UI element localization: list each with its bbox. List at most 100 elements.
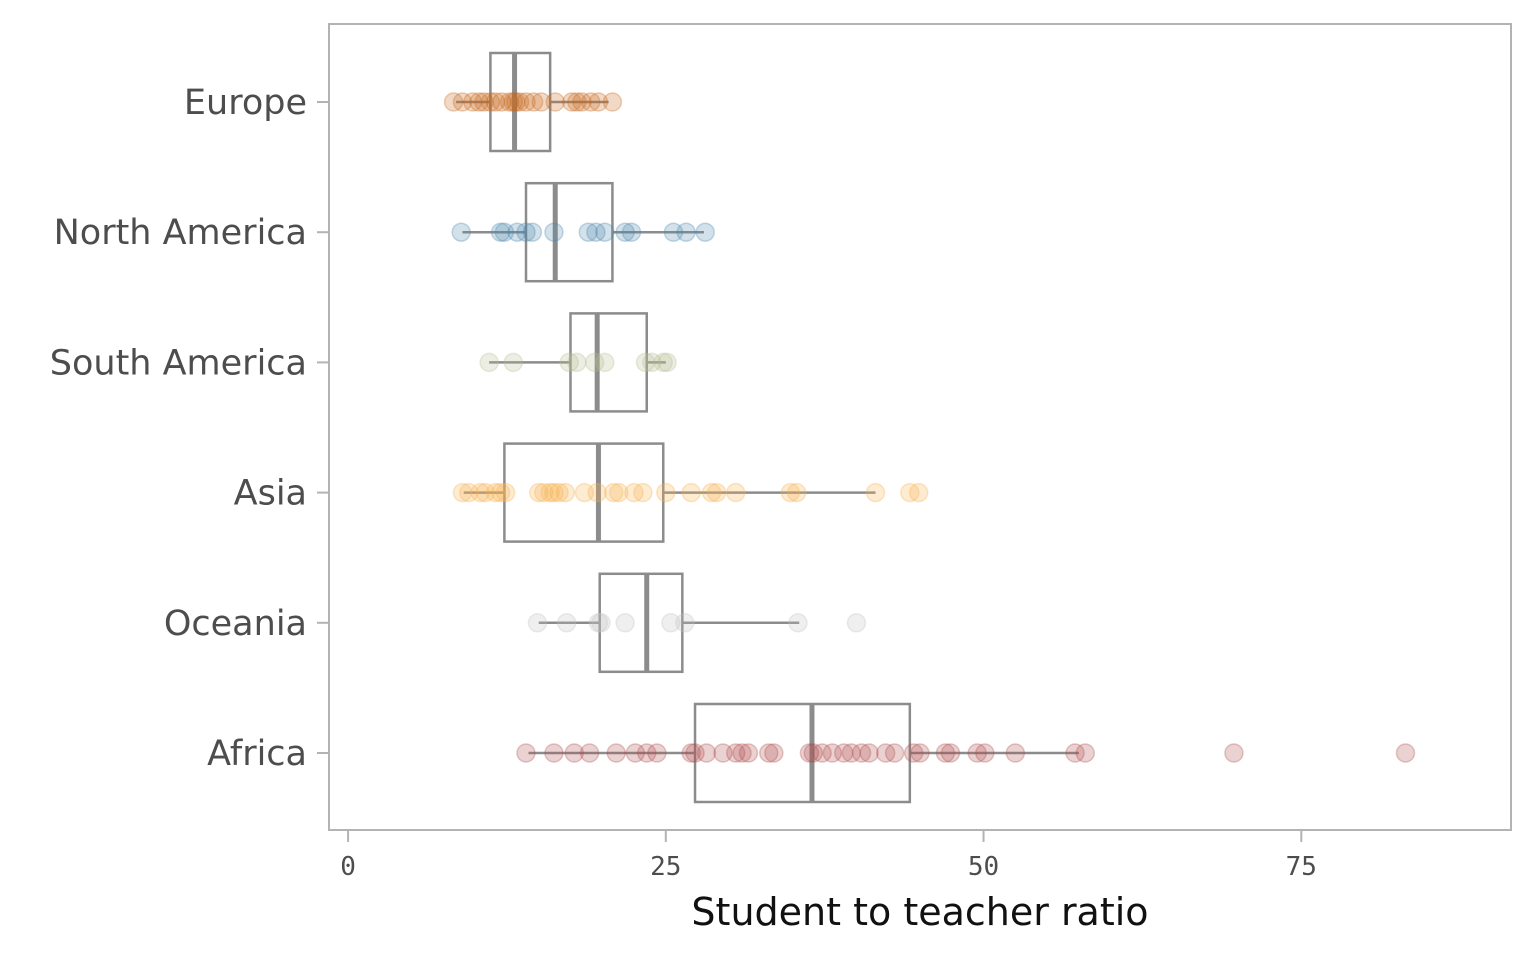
data-point [695,222,715,242]
data-point [522,222,543,242]
data-point [567,352,587,373]
data-point [615,222,635,242]
data-point [544,743,564,763]
series-europe [443,51,623,153]
category-label: Africa [207,734,307,774]
data-point [470,482,490,503]
data-point [884,743,905,763]
data-point [564,743,585,763]
x-tick-label: 50 [968,852,999,882]
data-point [591,613,611,633]
data-point [738,743,759,763]
x-axis-title: Student to teacher ratio [691,890,1148,934]
data-point [661,613,681,633]
data-point [841,743,862,763]
data-point [462,92,483,112]
data-point [615,613,635,633]
data-point [595,352,615,373]
data-point [713,743,733,763]
data-point [657,352,677,373]
data-point [485,92,506,112]
data-point [540,482,560,503]
data-point [479,352,499,373]
data-point [503,92,524,112]
data-point [780,482,801,503]
data-point [788,613,808,633]
series-south-america [479,312,677,413]
data-point [499,92,520,112]
data-point [865,482,886,503]
plot-marks [443,51,1416,804]
data-point [572,92,592,112]
data-point [822,743,843,763]
data-point [940,743,961,763]
data-point [555,482,576,503]
data-point [676,222,696,242]
category-axis: Europe North America South America Asia Ocea… [50,83,329,774]
data-point [706,482,727,503]
data-point [606,743,626,763]
data-point [490,222,511,242]
data-point [534,482,554,503]
data-point [875,743,896,763]
data-point [663,222,684,242]
data-point [900,482,920,503]
data-point [732,743,752,763]
x-axis: 0 25 50 75 [340,830,1317,882]
data-point [803,743,823,763]
data-point [1065,743,1085,763]
box [598,572,684,674]
data-point [587,482,607,503]
data-point [642,352,662,373]
data-point [696,743,717,763]
data-point [935,743,956,763]
data-point [494,222,515,242]
data-point [544,222,564,242]
data-point [588,613,609,633]
data-point [812,743,832,763]
data-point [681,743,701,763]
data-point [759,743,779,763]
data-point [516,92,536,112]
data-point [859,743,879,763]
box [693,702,912,804]
box [489,51,552,153]
data-point [495,482,516,503]
data-point [567,92,587,112]
data-point [528,482,549,503]
series-oceania [527,572,867,674]
data-point [516,222,536,242]
data-point [851,743,872,763]
data-point [459,482,479,503]
category-label: North America [54,213,307,253]
data-point [545,92,565,112]
data-point [602,92,623,112]
data-point [475,482,496,503]
data-point [523,92,544,112]
data-point [586,222,606,242]
category-label: Oceania [164,604,307,644]
data-point [480,92,501,112]
data-point [675,613,695,633]
data-point [452,482,473,503]
data-point [469,92,489,112]
data-point [633,482,653,503]
data-point [562,92,582,112]
data-point [549,482,569,503]
data-point [516,743,536,763]
data-point [578,222,599,242]
data-point [1005,743,1026,763]
data-point [595,222,615,242]
box [569,312,648,413]
category-label: Asia [234,474,307,514]
data-point [653,352,674,373]
data-point [451,222,471,242]
data-point [588,92,609,112]
series-north-america [451,181,715,283]
data-point [559,352,579,373]
data-point [636,743,657,763]
data-point [527,613,548,633]
data-point [903,743,924,763]
data-point [625,743,646,763]
